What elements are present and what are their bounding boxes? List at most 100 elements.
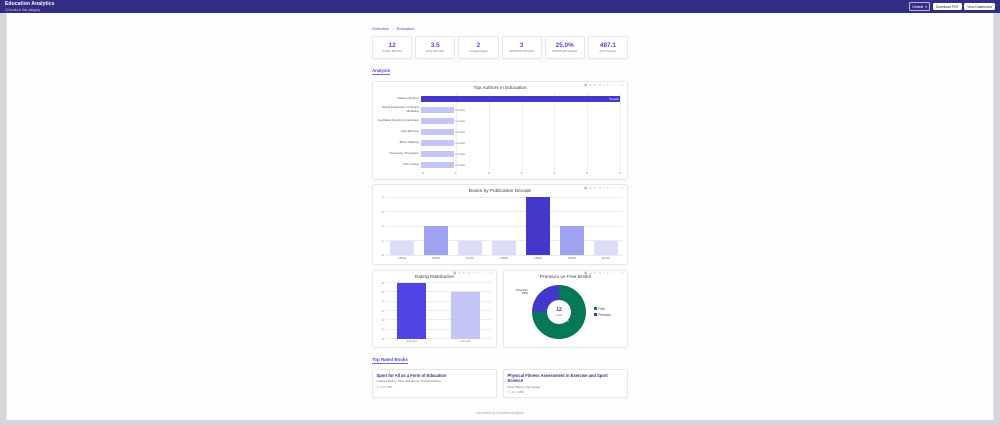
reset-axes-icon[interactable]: ⌂ [618, 185, 621, 190]
legend-label: Premium [598, 312, 611, 317]
gridline [385, 328, 492, 330]
pan-icon[interactable]: ✛ [462, 271, 466, 276]
reset-axes-icon[interactable]: ⌂ [618, 82, 621, 87]
view-dashboard-button[interactable]: View Dashboard [964, 2, 995, 11]
box-select-icon[interactable]: ▭ [597, 271, 602, 276]
plotly-logo-icon[interactable]: ≈ [622, 185, 624, 190]
autoscale-icon[interactable]: ↔ [613, 185, 617, 190]
breadcrumb-home-link[interactable]: Overview [372, 26, 389, 31]
pan-icon[interactable]: ✛ [593, 185, 597, 190]
box-select-icon[interactable]: ▭ [597, 82, 602, 87]
camera-icon[interactable]: ▣ [584, 82, 588, 87]
bar[interactable] [421, 117, 455, 124]
bar[interactable] [421, 95, 620, 102]
camera-icon[interactable]: ▣ [584, 271, 588, 276]
lasso-select-icon[interactable]: ○ [602, 82, 605, 87]
donut-center-label: total [556, 312, 562, 317]
bar-category-label: John Carter [402, 161, 419, 166]
book-rating: ★ 4.1 | 156 [508, 390, 624, 394]
autoscale-icon[interactable]: ↔ [613, 82, 617, 87]
legend-item-premium[interactable]: Premium [594, 313, 611, 317]
zoom-in-icon[interactable]: + [606, 185, 609, 190]
stat-label: Premium Share [552, 50, 578, 53]
chart-card-top-authors: ▣ ◎ ✛ ▭ ○ + − ↔ ⌂ ≈ Top Authors in Education Vari… [372, 81, 628, 180]
reset-axes-icon[interactable]: ⌂ [487, 271, 490, 276]
bar[interactable] [397, 282, 427, 339]
y-tick-label: 4 [381, 195, 384, 199]
chevron-down-icon: ▾ [925, 4, 927, 9]
y-tick-label: 2 [381, 224, 384, 228]
theme-select[interactable]: Default ▾ [908, 2, 931, 11]
bar[interactable] [421, 139, 455, 146]
stat-label: Avg Rating [426, 50, 445, 53]
download-pdf-button[interactable]: Download PDF [932, 2, 962, 11]
bar-track: 1 books [421, 148, 620, 159]
bar[interactable] [526, 197, 550, 255]
lasso-select-icon[interactable]: ○ [602, 271, 605, 276]
bar-value-label: 1 books [455, 118, 465, 123]
zoom-icon[interactable]: ◎ [457, 271, 461, 276]
autoscale-icon[interactable]: ↔ [613, 271, 617, 276]
book-card[interactable]: Physical Fitness Assessment in Exercise … [503, 369, 628, 399]
plotly-logo-icon[interactable]: ≈ [622, 271, 624, 276]
app-subtitle: 12 books in this category [5, 7, 41, 12]
pie-slice-label-premium: Premium 25% [516, 288, 529, 296]
slice-percent-text: 25% [522, 291, 529, 296]
plotly-logo-icon[interactable]: ≈ [622, 82, 624, 87]
autoscale-icon[interactable]: ↔ [482, 271, 486, 276]
zoom-in-icon[interactable]: + [475, 271, 478, 276]
bar[interactable] [492, 240, 516, 255]
box-select-icon[interactable]: ▭ [466, 271, 471, 276]
zoom-out-icon[interactable]: − [478, 271, 481, 276]
bar[interactable] [424, 226, 448, 255]
bar[interactable] [458, 240, 482, 255]
bar[interactable] [421, 106, 455, 113]
chart-modebar: ▣ ◎ ✛ ▭ ○ + − ↔ ⌂ ≈ [584, 82, 624, 87]
stat-card-premium-books: 3 Premium Books [501, 36, 542, 59]
bar[interactable] [450, 291, 480, 339]
gridline [385, 211, 623, 212]
chart-card-rating-distribution: ▣ ◎ ✛ ▭ ○ + − ↔ ⌂ ≈ Rating Distribution 0 1 2 3 4 5 6 3… [372, 269, 497, 349]
stat-label: Avg Pages [599, 50, 617, 53]
zoom-icon[interactable]: ◎ [588, 82, 592, 87]
zoom-out-icon[interactable]: − [609, 185, 612, 190]
star-icon: ★ [507, 390, 511, 395]
bar[interactable] [421, 161, 455, 168]
bar[interactable] [560, 226, 584, 255]
x-tick-label: 1960s [431, 255, 441, 260]
chart-modebar: ▣ ◎ ✛ ▭ ○ + − ↔ ⌂ ≈ [453, 271, 493, 276]
camera-icon[interactable]: ▣ [453, 271, 457, 276]
box-select-icon[interactable]: ▭ [597, 185, 602, 190]
zoom-icon[interactable]: ◎ [588, 185, 592, 190]
zoom-icon[interactable]: ◎ [588, 271, 592, 276]
reset-axes-icon[interactable]: ⌂ [618, 271, 621, 276]
x-tick-label: 2000s [567, 255, 577, 260]
stat-label: Languages [469, 50, 488, 53]
plotly-logo-icon[interactable]: ≈ [491, 271, 493, 276]
bar[interactable] [594, 240, 618, 255]
chart-gridlines [423, 93, 621, 170]
zoom-in-icon[interactable]: + [606, 82, 609, 87]
camera-icon[interactable]: ▣ [584, 185, 588, 190]
theme-select-value: Default [912, 4, 924, 9]
pan-icon[interactable]: ✛ [593, 271, 597, 276]
bar[interactable] [421, 150, 455, 157]
pan-icon[interactable]: ✛ [593, 82, 597, 87]
lasso-select-icon[interactable]: ○ [602, 185, 605, 190]
bar-row: John Carter 1 books [377, 159, 623, 170]
donut-chart[interactable]: Premium 25% Free 75% 12 total [516, 284, 587, 339]
zoom-out-icon[interactable]: − [609, 82, 612, 87]
bar-category-label: Brian Sharkey [399, 139, 419, 144]
zoom-in-icon[interactable]: + [606, 271, 609, 276]
book-card[interactable]: Sport for All as a Form of Education Cha… [372, 369, 497, 399]
legend-item-free[interactable]: Free [594, 307, 611, 311]
chart-title: Premium vs Free Books [539, 274, 592, 280]
stats-row: 12 Total Books 3.5 Avg Rating 2 Language… [372, 36, 628, 59]
lasso-select-icon[interactable]: ○ [471, 271, 474, 276]
bar[interactable] [421, 128, 455, 135]
bar-track: 6 books [421, 93, 620, 104]
chart-plot-area [385, 196, 623, 255]
donut-center-value: 12 [556, 306, 562, 313]
zoom-out-icon[interactable]: − [609, 271, 612, 276]
bar[interactable] [390, 240, 414, 255]
